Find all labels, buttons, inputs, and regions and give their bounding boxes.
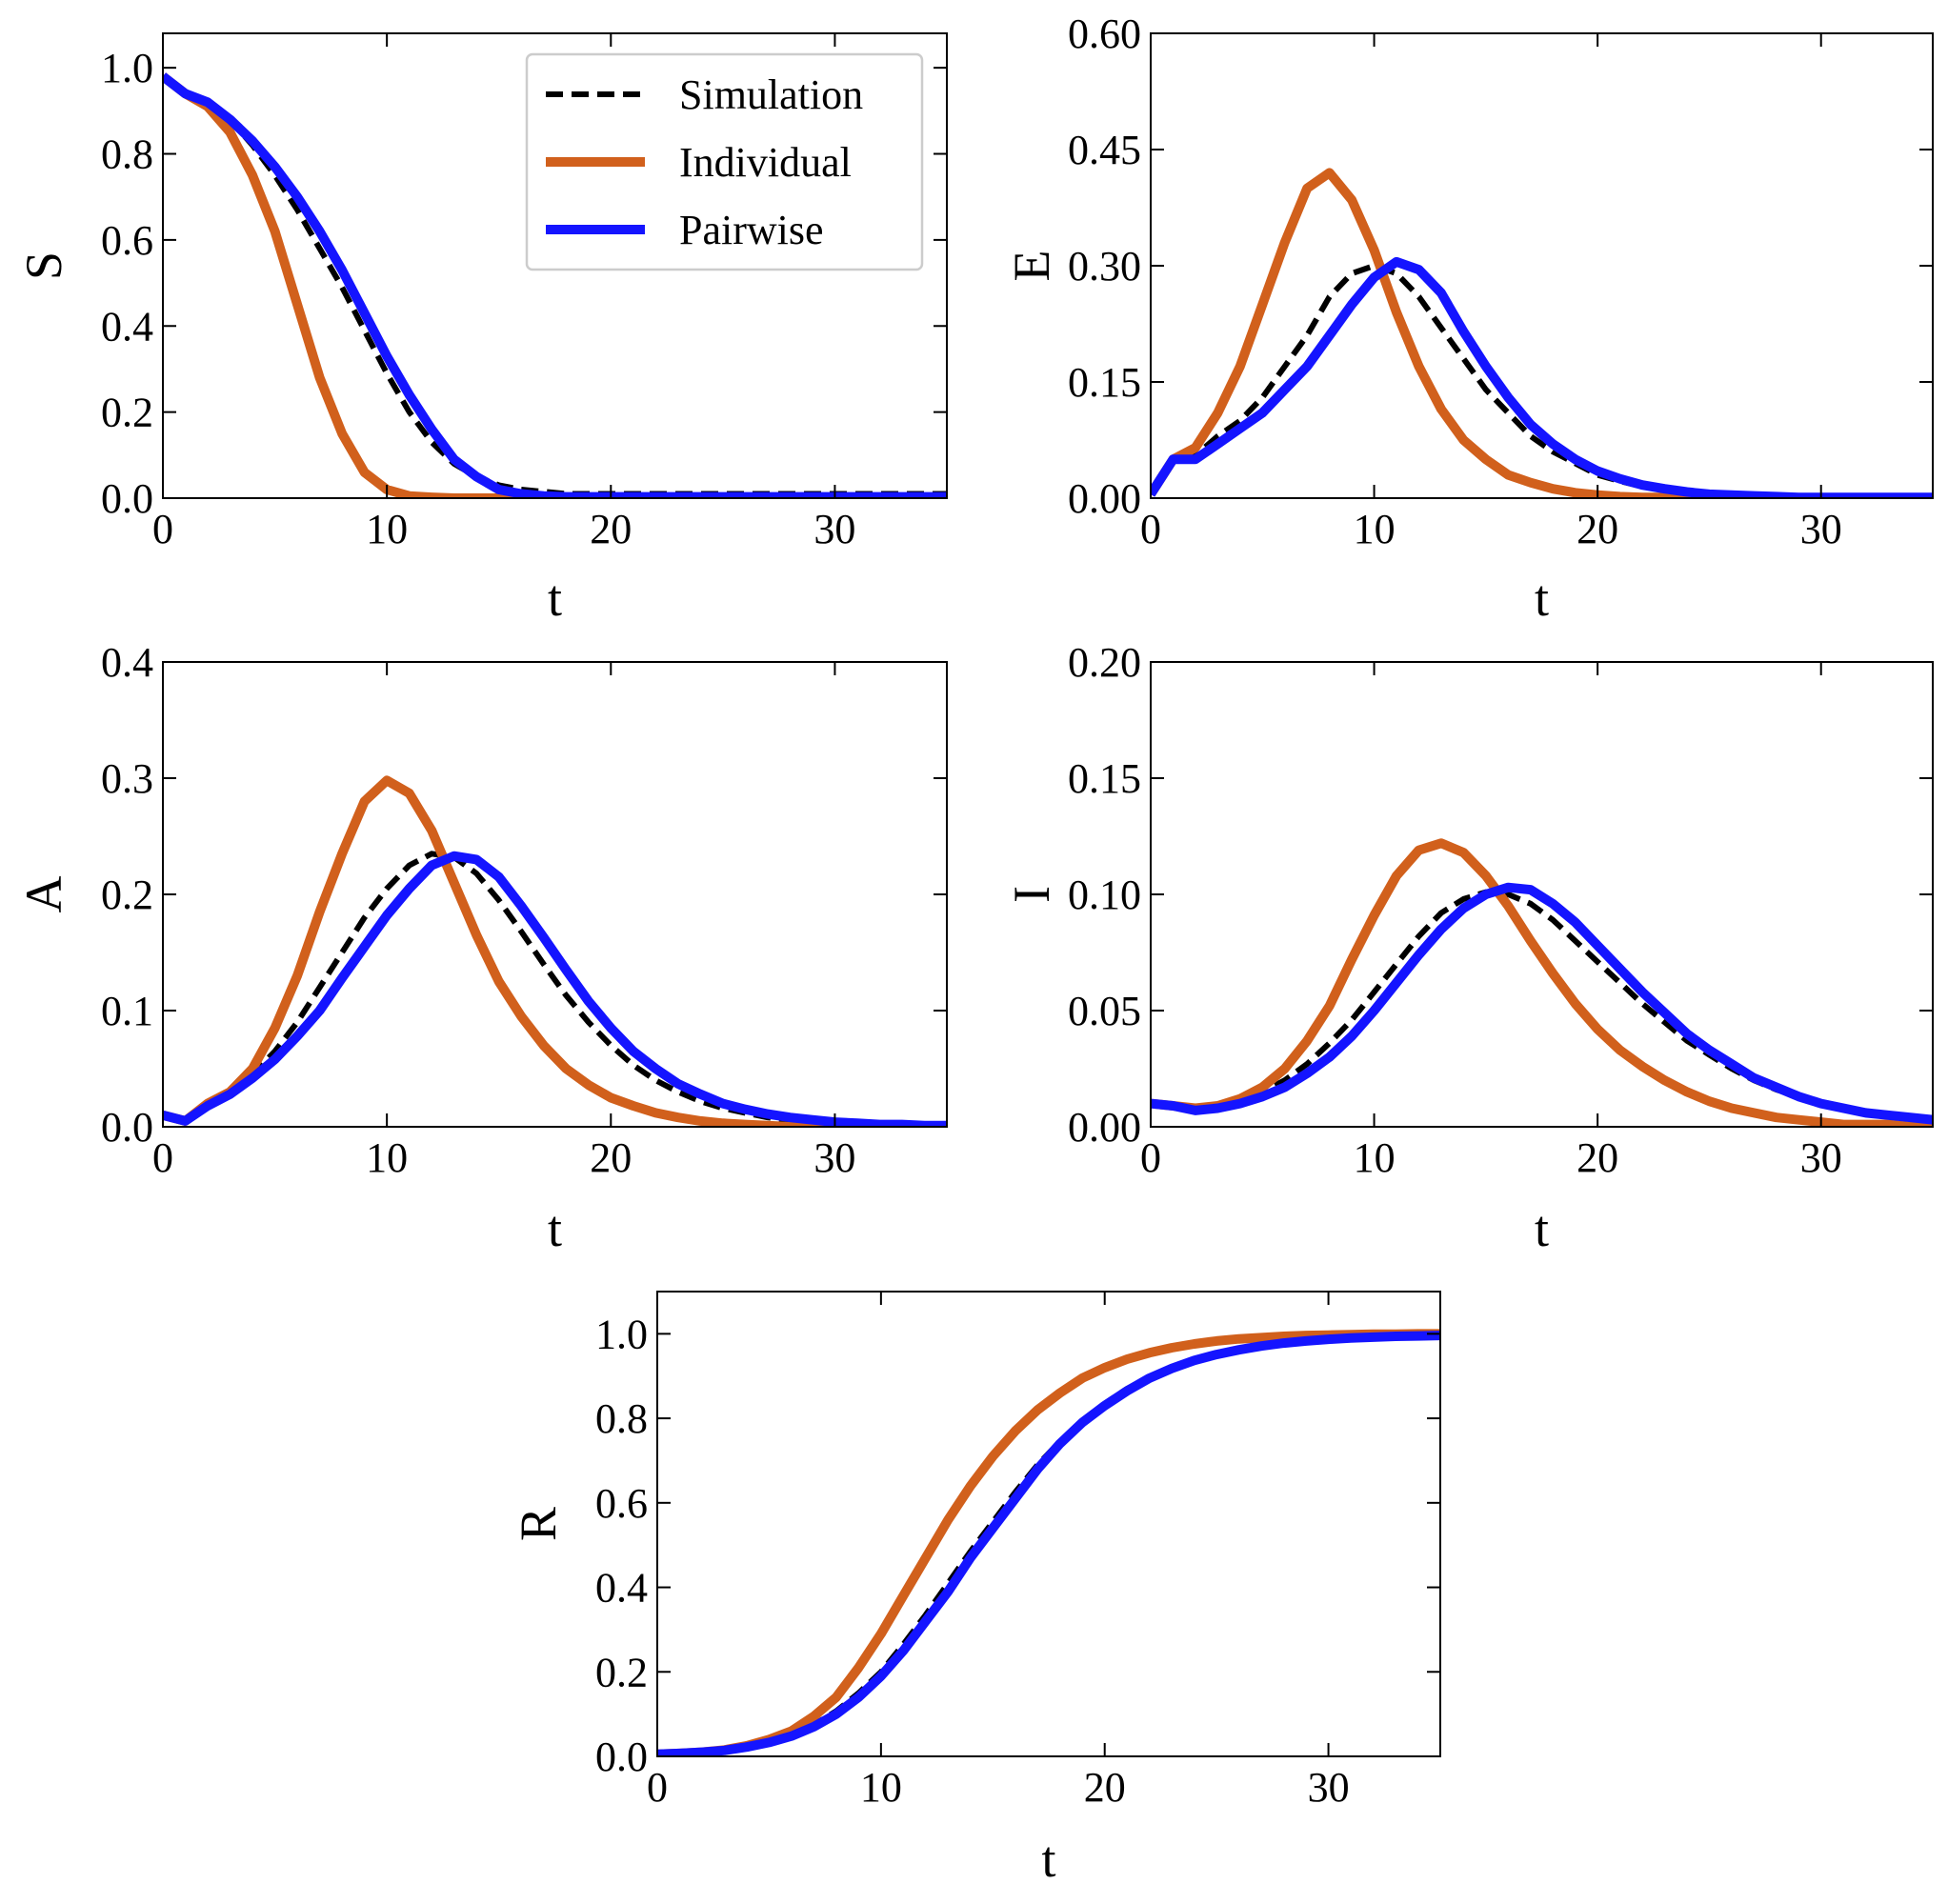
series-line	[1151, 838, 1933, 1127]
y-axis-label: S	[15, 251, 72, 280]
y-tick-label: 0.00	[1068, 475, 1141, 522]
x-tick-label: 30	[1800, 1134, 1842, 1181]
y-tick-label: 1.0	[595, 1311, 648, 1357]
x-tick-label: 20	[590, 1134, 632, 1181]
plot-area	[1151, 168, 1933, 498]
y-tick-label: 0.0	[101, 475, 153, 522]
x-tick-label: 10	[366, 506, 408, 552]
x-tick-label: 0	[152, 1134, 173, 1181]
y-axis-label: I	[1003, 886, 1060, 903]
axes-frame	[162, 32, 948, 499]
y-tick-label: 0.2	[101, 390, 153, 436]
y-tick-label: 0.00	[1068, 1104, 1141, 1151]
x-tick-label: 0	[152, 506, 173, 552]
y-tick-label: 1.0	[101, 45, 153, 91]
series-line	[163, 72, 947, 498]
y-tick-label: 0.3	[101, 755, 153, 802]
x-tick-label: 20	[1576, 1134, 1618, 1181]
y-tick-label: 0.15	[1068, 359, 1141, 406]
x-tick-label: 20	[1084, 1764, 1126, 1811]
x-tick-label: 10	[860, 1764, 902, 1811]
x-tick-label: 30	[813, 1134, 855, 1181]
series-line	[163, 775, 947, 1127]
plot-area	[657, 1329, 1440, 1756]
x-axis-label: t	[548, 570, 562, 627]
y-tick-label: 0.8	[595, 1395, 648, 1442]
y-tick-label: 0.1	[101, 988, 153, 1034]
x-tick-label: 10	[1354, 1134, 1396, 1181]
y-tick-label: 0.4	[101, 303, 153, 350]
y-tick-label: 0.60	[1068, 10, 1141, 57]
y-tick-label: 0.15	[1068, 755, 1141, 802]
y-axis-label: A	[15, 876, 72, 913]
legend-label: Pairwise	[679, 207, 824, 253]
y-tick-label: 0.45	[1068, 127, 1141, 173]
x-tick-label: 30	[1308, 1764, 1350, 1811]
y-axis-label: R	[510, 1507, 567, 1541]
x-axis-label: t	[1535, 1200, 1549, 1257]
plot-area	[163, 775, 947, 1127]
y-tick-label: 0.6	[101, 217, 153, 264]
x-axis-label: t	[548, 1200, 562, 1257]
plot-area	[163, 72, 947, 498]
subplot: 0 10 20 30 0.0 0.2 0.4 0.6 0.8 1.0 t S Simulation Ind…	[15, 32, 948, 627]
legend: Simulation Individual Pairwise	[525, 52, 924, 271]
y-tick-label: 0.20	[1068, 639, 1141, 686]
series-line	[1151, 882, 1933, 1125]
subplot: 0 10 20 30 0.0 0.1 0.2 0.3 0.4 t A	[15, 639, 948, 1257]
y-tick-label: 0.4	[101, 639, 153, 686]
series-line	[163, 72, 947, 498]
series-line	[163, 851, 947, 1127]
series-line	[657, 1329, 1440, 1756]
subplot: 0 10 20 30 0.00 0.15 0.30 0.45 0.60 t E	[1003, 10, 1934, 627]
subplot: 0 10 20 30 0.0 0.2 0.4 0.6 0.8 1.0 t R	[510, 1291, 1441, 1888]
x-tick-label: 30	[1800, 506, 1842, 552]
x-tick-label: 30	[813, 506, 855, 552]
y-tick-label: 0.2	[595, 1649, 648, 1695]
series-line	[657, 1331, 1440, 1756]
x-axis-label: t	[1041, 1831, 1055, 1888]
y-tick-label: 0.05	[1068, 988, 1141, 1034]
legend-box	[525, 52, 924, 271]
y-tick-label: 0.0	[595, 1734, 648, 1780]
legend-label: Simulation	[679, 71, 863, 118]
y-tick-label: 0.8	[101, 131, 153, 178]
x-axis-label: t	[1535, 570, 1549, 627]
axes-frame	[656, 1291, 1441, 1757]
y-tick-label: 0.4	[595, 1565, 648, 1612]
x-tick-label: 0	[647, 1764, 668, 1811]
plot-area	[1151, 838, 1933, 1127]
x-tick-label: 20	[590, 506, 632, 552]
series-line	[163, 851, 947, 1127]
series-line	[1151, 168, 1933, 498]
y-tick-label: 0.2	[101, 872, 153, 918]
x-tick-label: 0	[1140, 1134, 1161, 1181]
y-tick-label: 0.0	[101, 1104, 153, 1151]
subplot: 0 10 20 30 0.00 0.05 0.10 0.15 0.20 t I	[1003, 639, 1934, 1257]
x-tick-label: 10	[1354, 506, 1396, 552]
y-tick-label: 0.30	[1068, 243, 1141, 290]
x-tick-label: 20	[1576, 506, 1618, 552]
y-tick-label: 0.6	[595, 1480, 648, 1527]
y-axis-label: E	[1003, 251, 1060, 282]
x-tick-label: 10	[366, 1134, 408, 1181]
x-tick-label: 0	[1140, 506, 1161, 552]
y-tick-label: 0.10	[1068, 872, 1141, 918]
legend-label: Individual	[679, 139, 852, 186]
